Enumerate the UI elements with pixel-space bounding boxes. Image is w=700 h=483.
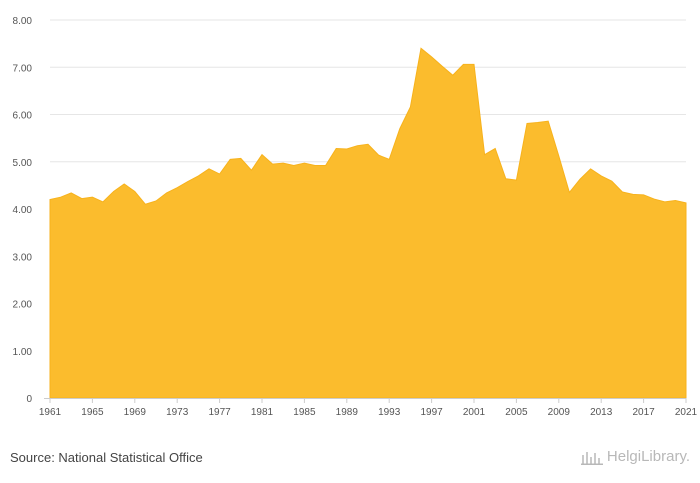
x-axis: 1961 1965 1969 1973 1977 1981 1985 1989 1993 1997…: [39, 398, 698, 418]
x-tick-label: 1973: [166, 407, 189, 418]
x-tick-label: 2001: [463, 407, 486, 418]
y-tick-label: 1.00: [13, 347, 33, 358]
y-tick-label: 0: [26, 394, 32, 405]
y-tick-label: 4.00: [13, 205, 33, 216]
x-tick-label: 1965: [81, 407, 104, 418]
area-chart: 01.002.003.004.005.006.007.008.00 1961 19…: [13, 16, 698, 418]
y-tick-label: 2.00: [13, 300, 33, 311]
y-tick-label: 6.00: [13, 111, 33, 122]
x-tick-label: 1989: [336, 407, 359, 418]
logo-text: HelgiLibrary.: [606, 448, 690, 465]
logo-icon: [580, 451, 603, 465]
x-tick-label: 1977: [208, 407, 231, 418]
x-tick-label: 1997: [420, 407, 443, 418]
x-tick-label: 2005: [505, 407, 528, 418]
source-note: Source: National Statistical Office: [10, 450, 203, 465]
area-series: [49, 47, 687, 399]
x-tick-label: 2017: [632, 407, 655, 418]
y-axis: 0 1.00 2.00 3.00 4.00 5.00 6.00 7.00 8.00: [13, 16, 33, 405]
x-tick-label: 2009: [548, 407, 571, 418]
x-tick-label: 2021: [675, 407, 698, 418]
x-tick-label: 1985: [293, 407, 316, 418]
y-tick-label: 7.00: [13, 63, 33, 74]
x-tick-label: 1981: [251, 407, 274, 418]
x-tick-label: 2013: [590, 407, 613, 418]
x-tick-label: 1993: [378, 407, 401, 418]
x-tick-label: 1969: [124, 407, 147, 418]
y-tick-label: 3.00: [13, 252, 33, 263]
x-tick-label: 1961: [39, 407, 62, 418]
helgi-library-logo: HelgiLibrary.: [580, 448, 690, 465]
y-tick-label: 8.00: [13, 16, 33, 27]
y-tick-label: 5.00: [13, 158, 33, 169]
